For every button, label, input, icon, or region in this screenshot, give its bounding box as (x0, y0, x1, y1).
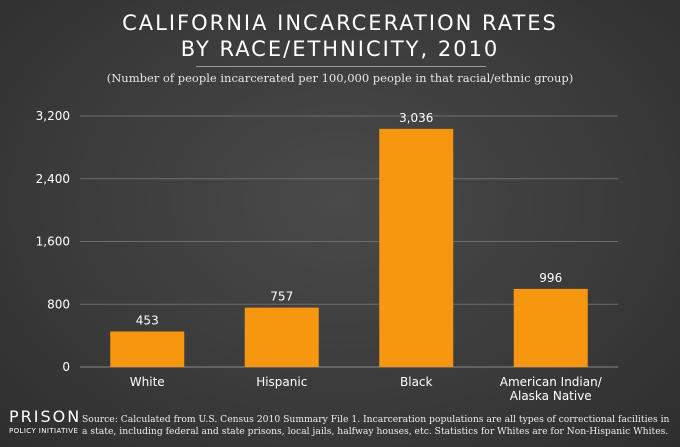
brand-logo-subtitle: POLICY INITIATIVE (9, 427, 79, 435)
bar (513, 288, 588, 367)
x-tick-label: White (130, 375, 165, 389)
bar-chart: 0 800 1,600 2,400 3,200 453 White 757 Hispanic 3,… (36, 109, 618, 400)
x-tick-label: Black (400, 375, 433, 389)
chart-subtitle: (Number of people incarcerated per 100,0… (106, 71, 574, 85)
brand-logo-name: PRISON (9, 407, 82, 426)
bar (110, 331, 185, 367)
bar-value-label: 996 (539, 271, 562, 285)
bar-value-label: 757 (270, 290, 293, 304)
bar-value-label: 453 (136, 313, 159, 327)
chart-title-line-2: BY RACE/ETHNICITY, 2010 (180, 37, 500, 61)
title-divider (196, 66, 486, 67)
y-tick-label: 800 (47, 297, 70, 311)
y-tick-label: 1,600 (36, 235, 70, 249)
x-tick-label: Alaska Native (510, 389, 592, 400)
y-tick-label: 3,200 (36, 109, 70, 123)
source-note: Source: Calculated from U.S. Census 2010… (82, 414, 670, 437)
y-tick-label: 2,400 (36, 172, 70, 186)
x-tick-label: American Indian/ (500, 375, 603, 389)
bar-value-label: 3,036 (399, 111, 433, 125)
bar (379, 128, 454, 367)
x-tick-label: Hispanic (256, 375, 307, 389)
chart-title-line-1: CALIFORNIA INCARCERATION RATES (122, 11, 558, 35)
bar (244, 307, 319, 367)
y-tick-label: 0 (62, 360, 70, 374)
